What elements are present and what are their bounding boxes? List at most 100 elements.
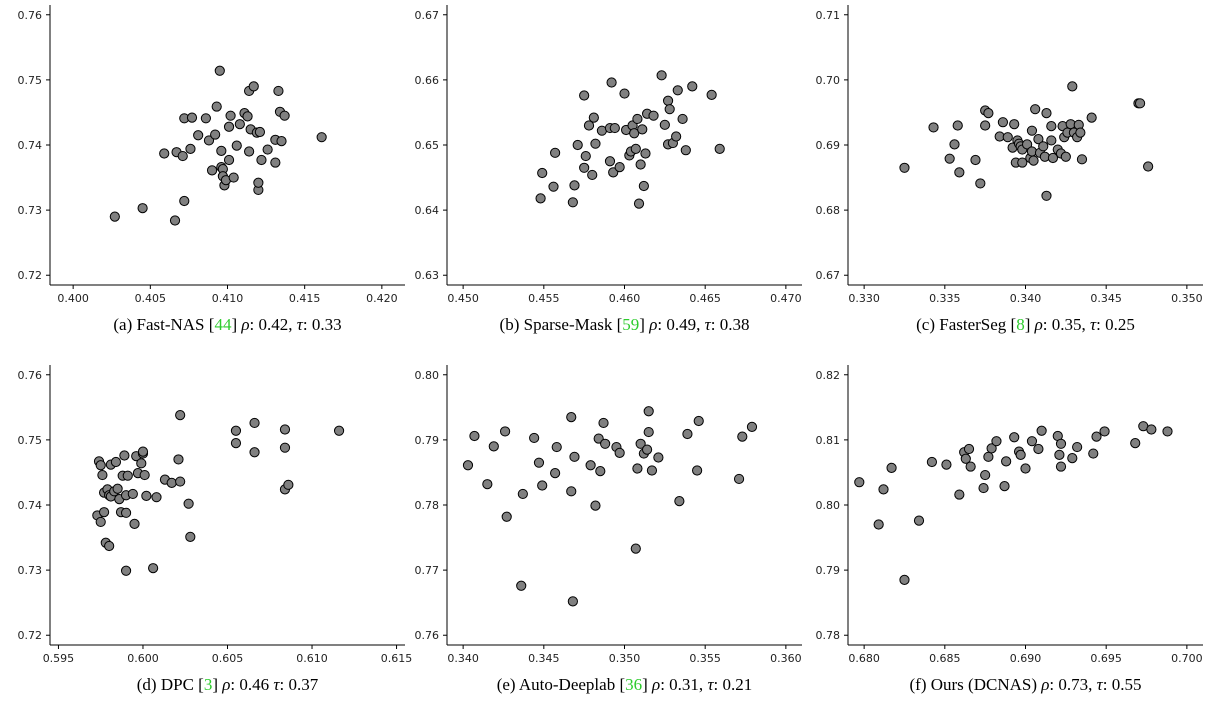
data-point [175,476,186,487]
data-point [214,65,225,76]
panel-caption: (f) Ours (DCNAS) ρ: 0.73, τ: 0.55 [910,675,1142,694]
data-point [136,458,147,469]
data-point [175,410,186,421]
data-point [944,153,955,164]
y-tick-label: 0.69 [816,139,841,152]
x-tick-label: 0.695 [1090,652,1122,665]
data-point [579,162,590,173]
data-point [1036,425,1047,436]
data-point [899,574,910,585]
data-point [1041,107,1052,119]
data-point [1055,438,1067,449]
y-tick-label: 0.65 [415,139,440,152]
y-tick-label: 0.79 [816,564,841,577]
y-tick-label: 0.72 [18,269,43,282]
data-point [254,126,266,138]
data-point [640,148,651,159]
data-point [139,469,150,481]
data-point [173,454,184,465]
x-tick-label: 0.350 [609,652,641,665]
data-point [462,460,474,471]
x-tick-label: 0.350 [1171,292,1203,305]
data-point [276,135,287,147]
data-point [1002,132,1013,143]
data-point [98,507,110,518]
y-tick-label: 0.70 [816,74,841,87]
panel-caption: (a) Fast-NAS [44] ρ: 0.42, τ: 0.33 [113,315,341,334]
data-point [963,443,975,455]
data-point [228,172,239,183]
data-point [95,460,106,471]
data-point [572,139,583,151]
data-point [249,417,260,429]
data-point [1046,135,1057,146]
panel-caption: (e) Auto-Deeplab [36] ρ: 0.31, τ: 0.21 [497,675,753,694]
data-point [206,165,218,176]
data-point [693,415,704,427]
citation-ref: 59 [622,315,639,334]
x-tick-label: 0.355 [689,652,721,665]
scatter-panel-2: 0.450 0.455 0.460 0.465 0.470 0.63 0.64 0.65 0.6… [415,5,802,334]
data-point [183,498,194,509]
x-tick-label: 0.470 [770,292,802,305]
y-tick-label: 0.64 [415,204,440,217]
data-point [687,81,698,92]
data-point [1026,125,1038,136]
data-point [499,426,511,437]
data-point [997,117,1009,128]
panel-caption: (d) DPC [3] ρ: 0.46 τ: 0.37 [137,675,319,694]
x-tick-label: 0.600 [127,652,159,665]
data-point [854,477,865,488]
data-point [1060,151,1071,162]
y-tick-label: 0.72 [18,629,43,642]
x-tick-label: 0.685 [929,652,961,665]
x-tick-label: 0.405 [135,292,167,305]
data-point [482,479,493,490]
citation-ref: 3 [204,675,213,694]
data-point [200,113,211,124]
data-point [952,120,963,131]
data-point [983,107,994,119]
data-point [614,162,625,173]
data-point [488,441,499,452]
data-point [643,426,654,438]
data-point [283,479,294,490]
data-point [127,488,138,500]
y-tick-label: 0.67 [415,9,440,22]
data-point [249,447,260,458]
y-tick-label: 0.66 [415,74,440,87]
data-point [1130,438,1141,449]
data-point [148,563,159,574]
data-point [1009,432,1020,443]
data-point [609,122,620,134]
y-tick-label: 0.75 [18,74,43,87]
data-point [598,417,609,429]
data-point [1020,463,1031,474]
data-point [886,462,897,473]
data-point [643,406,654,417]
data-point [279,110,290,121]
y-tick-label: 0.79 [415,434,440,447]
data-point [975,178,986,189]
data-point [1099,426,1110,437]
data-point [1017,157,1028,168]
y-tick-label: 0.73 [18,204,43,217]
citation-ref: 36 [625,675,642,694]
data-point [928,122,939,133]
citation-ref: 44 [214,315,232,334]
data-point [646,465,658,476]
data-point [1046,121,1057,132]
data-point [548,181,559,192]
data-point [585,460,596,471]
data-point [671,131,682,142]
data-point [97,469,108,481]
data-point [986,443,997,454]
data-point [1072,441,1083,453]
data-point [949,139,960,150]
data-point [1033,134,1044,145]
data-point [629,128,640,139]
data-point [672,85,683,96]
data-point [1028,155,1039,166]
data-point [899,162,910,173]
